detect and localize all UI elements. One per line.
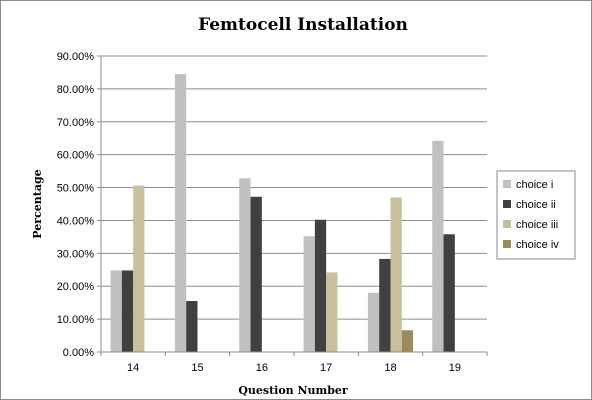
y-tick-label: 80.00%	[57, 84, 95, 96]
bar-choice-iv-q18	[401, 330, 414, 352]
y-tick-label: 90.00%	[57, 51, 95, 63]
legend-label: choice i	[516, 179, 553, 191]
x-tick-label: 15	[191, 362, 203, 374]
x-tick-label: 18	[384, 362, 396, 374]
legend-label: choice ii	[516, 199, 556, 211]
legend-swatch	[503, 180, 511, 188]
x-tick-label: 16	[256, 362, 268, 374]
bar-choice-i-q19	[432, 140, 444, 352]
bar-choice-i-q18	[367, 292, 380, 352]
x-tick-label: 14	[127, 362, 139, 374]
bar-choice-i-q17	[303, 236, 315, 352]
bars	[110, 74, 455, 352]
bar-choice-ii-q16	[250, 196, 262, 352]
legend-label: choice iii	[516, 219, 558, 231]
bar-choice-i-q14	[110, 270, 122, 352]
axes: 0.00% 10.00% 20.00% 30.00% 40.00% 50.00% 60.00…	[57, 51, 488, 374]
bar-choice-ii-q17	[314, 219, 327, 352]
bar-choice-iii-q17	[326, 272, 338, 352]
bar-choice-ii-q14	[121, 270, 134, 352]
x-tick-label: 17	[320, 362, 332, 374]
bar-choice-ii-q15	[186, 301, 198, 352]
x-axis-title: Question Number	[238, 384, 348, 397]
y-tick-label: 10.00%	[57, 314, 95, 326]
legend: choice i choice ii choice iii choice iv	[496, 170, 576, 260]
legend-swatch	[503, 220, 511, 228]
y-tick-label: 40.00%	[57, 215, 95, 227]
y-tick-label: 20.00%	[57, 281, 95, 293]
y-tick-label: 50.00%	[57, 183, 95, 195]
gridlines	[101, 55, 487, 320]
bar-choice-iii-q18	[390, 197, 402, 352]
bar-choice-ii-q19	[443, 234, 455, 352]
legend-swatch	[503, 200, 511, 208]
bar-choice-iii-q14	[133, 185, 145, 352]
y-tick-label: 0.00%	[63, 347, 94, 359]
bar-choice-ii-q18	[379, 258, 391, 352]
x-tick-label: 19	[449, 362, 461, 374]
legend-label: choice iv	[516, 239, 559, 251]
y-tick-label: 60.00%	[57, 150, 95, 162]
y-axis-title: Percentage	[31, 169, 44, 238]
chart-title: Femtocell Installation	[198, 15, 408, 35]
y-tick-label: 70.00%	[57, 117, 95, 129]
legend-swatch	[503, 240, 511, 248]
y-tick-label: 30.00%	[57, 248, 95, 260]
bar-choice-i-q15	[174, 74, 187, 352]
bar-choice-i-q16	[239, 178, 251, 352]
